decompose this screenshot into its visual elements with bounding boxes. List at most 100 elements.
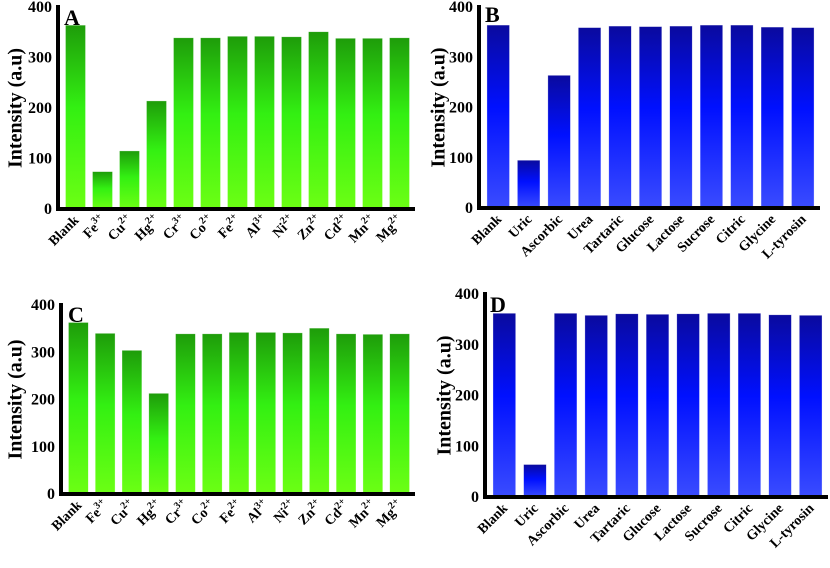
y-tick-label: 200	[449, 100, 473, 117]
y-tick-label: 300	[28, 50, 52, 67]
bar-blank	[492, 312, 516, 498]
bar-mg-2plus	[389, 333, 410, 495]
category-label: Fe3+	[81, 496, 112, 527]
bar-ni-2plus	[282, 332, 303, 495]
panel-c: BlankFe3+Cu2+Hg2+Cr3+Co2+Fe2+Al3+Ni2+Zn2…	[5, 297, 415, 534]
y-axis-label: Intensity (a.u)	[5, 339, 27, 459]
category-label: Co2+	[187, 496, 220, 529]
y-tick-label: 200	[31, 392, 55, 409]
category-label: Cd2+	[320, 496, 353, 529]
bar-glycine	[768, 314, 792, 498]
bar-cr-3plus	[173, 37, 194, 210]
category-label: Blank	[475, 501, 511, 537]
bar-citric	[730, 24, 754, 209]
y-tick-label: 200	[455, 388, 479, 405]
category-label: Fe2+	[215, 496, 246, 527]
y-tick-label: 100	[455, 438, 479, 455]
bar-fe-2plus	[227, 35, 248, 210]
category-label: Al3+	[241, 211, 271, 241]
bar-mn-2plus	[362, 38, 383, 210]
bar-blank	[65, 24, 86, 210]
bar-ascorbic	[547, 75, 571, 209]
category-label: Mn2+	[345, 496, 380, 531]
y-tick-label: 300	[449, 49, 473, 66]
bar-fe-2plus	[228, 332, 250, 495]
panel-letter: B	[485, 2, 500, 27]
y-tick-label: 400	[449, 0, 473, 16]
category-label: Mg2+	[372, 211, 407, 246]
y-tick-label: 400	[31, 297, 55, 314]
y-tick-label: 100	[31, 439, 55, 456]
bar-fe-3plus	[92, 171, 113, 210]
bar-lactose	[676, 313, 700, 498]
bar-cd-2plus	[335, 38, 356, 210]
bar-mn-2plus	[362, 333, 384, 495]
bar-al-3plus	[255, 332, 276, 495]
bar-fe-3plus	[94, 333, 116, 495]
y-tick-label: 400	[455, 286, 479, 303]
y-tick-label: 200	[28, 100, 52, 117]
bar-co-2plus	[200, 37, 221, 210]
bar-blank	[486, 24, 510, 209]
category-label: Blank	[469, 212, 505, 248]
bar-cd-2plus	[335, 333, 357, 495]
category-label: Blank	[46, 213, 82, 249]
bar-sucrose	[699, 24, 723, 209]
y-tick-label: 100	[28, 151, 52, 168]
y-axis-label: Intensity (a.u)	[5, 48, 27, 168]
bar-zn-2plus	[309, 327, 330, 495]
bar-urea	[584, 315, 608, 498]
bar-cu-2plus	[119, 150, 140, 210]
category-label: Cr3+	[158, 211, 190, 243]
category-label: Mg2+	[372, 496, 407, 531]
category-label: Hg2+	[130, 211, 163, 244]
bar-blank	[68, 322, 89, 495]
bar-ni-2plus	[281, 36, 302, 210]
category-label: Fe3+	[79, 211, 110, 242]
bar-zn-2plus	[308, 31, 329, 210]
panel-letter: A	[64, 5, 80, 30]
bar-ascorbic	[553, 312, 578, 498]
bar-mg-2plus	[389, 37, 410, 210]
y-axis-label: Intensity (a.u)	[434, 335, 456, 455]
bar-citric	[737, 312, 762, 498]
bar-cr-3plus	[175, 333, 196, 495]
category-label: Blank	[49, 498, 85, 534]
bar-glucose	[638, 26, 663, 209]
bar-hg-2plus	[146, 100, 167, 210]
y-tick-label: 100	[449, 150, 473, 167]
y-tick-label: 0	[465, 200, 473, 217]
bar-al-3plus	[254, 35, 275, 210]
bar-uric	[517, 159, 541, 209]
bar-uric	[523, 464, 547, 498]
y-tick-label: 0	[471, 489, 479, 506]
bar-tartaric	[615, 313, 639, 498]
bar-cu-2plus	[121, 350, 143, 495]
bar-lactose	[669, 25, 693, 209]
category-label: Ni2+	[268, 211, 298, 241]
bar-glycine	[760, 26, 784, 209]
bar-glucose	[645, 313, 670, 498]
category-label: Cr3+	[160, 496, 192, 528]
y-axis-label: Intensity (a.u)	[428, 47, 450, 167]
bar-l-tyrosin	[791, 27, 815, 209]
category-label: Hg2+	[133, 496, 166, 529]
bar-l-tyrosin	[799, 315, 823, 498]
y-tick-label: 300	[455, 337, 479, 354]
category-label: Cu2+	[106, 496, 139, 529]
y-tick-label: 400	[28, 0, 52, 16]
category-label: Zn2+	[294, 496, 327, 529]
category-label: Cd2+	[319, 211, 352, 244]
category-label: Ni2+	[269, 496, 299, 526]
category-label: Zn2+	[293, 211, 326, 244]
category-label: Al3+	[242, 496, 272, 526]
category-label: Fe2+	[214, 211, 245, 242]
y-tick-label: 300	[31, 344, 55, 361]
category-label: Mn2+	[344, 211, 379, 246]
y-tick-label: 0	[44, 201, 52, 218]
y-tick-label: 0	[47, 486, 55, 503]
